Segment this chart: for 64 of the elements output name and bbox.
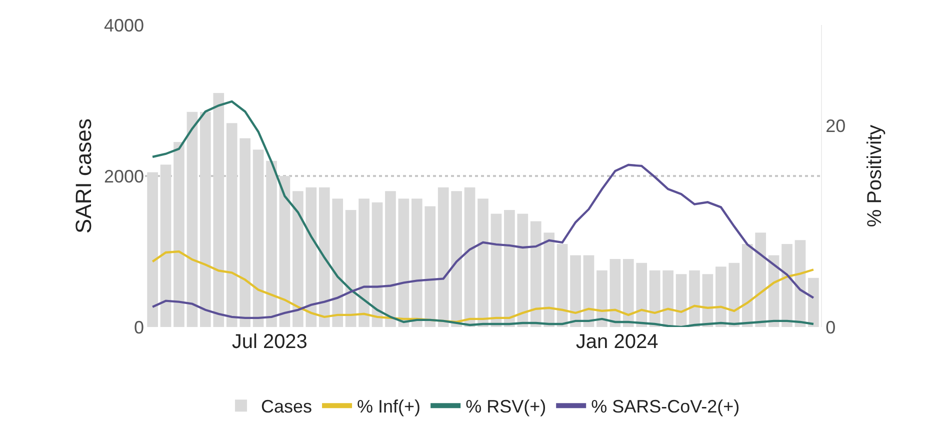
line-series	[151, 250, 815, 324]
bar	[728, 262, 740, 327]
legend-label: % RSV(+)	[466, 396, 546, 417]
bar	[676, 274, 687, 327]
bar	[504, 210, 515, 327]
bar	[372, 202, 383, 327]
bar	[213, 92, 224, 327]
bar	[570, 255, 581, 327]
bar	[318, 187, 330, 327]
bar	[556, 244, 568, 327]
y2-tick-label: 0	[826, 317, 836, 338]
bar	[808, 278, 819, 327]
bar	[610, 259, 621, 327]
bar	[464, 187, 476, 327]
line-series	[151, 164, 815, 320]
x-tick-label: Jan 2024	[576, 331, 658, 353]
bar	[160, 164, 172, 327]
bar	[200, 112, 211, 327]
bar	[186, 112, 198, 327]
bar	[755, 232, 766, 327]
bar	[252, 150, 264, 327]
bar	[622, 259, 634, 327]
bar	[689, 270, 700, 327]
bar	[240, 138, 250, 327]
y-tick-label: 4000	[104, 15, 144, 36]
bar	[292, 191, 304, 327]
line-series	[151, 100, 815, 327]
legend-label: % Inf(+)	[357, 396, 421, 417]
y2-tick-label: 20	[826, 116, 846, 136]
bar	[649, 270, 660, 327]
bar	[530, 221, 542, 327]
bar	[490, 214, 502, 327]
bar	[266, 160, 277, 327]
x-tick-label: Jul 2023	[232, 331, 308, 353]
bar	[424, 206, 436, 327]
bar	[742, 244, 753, 327]
bar	[147, 172, 158, 327]
bar	[662, 270, 674, 327]
bar	[438, 187, 449, 327]
bar	[517, 214, 528, 327]
bar	[358, 198, 370, 327]
legend-label: Cases	[261, 396, 312, 417]
bar	[174, 142, 184, 327]
bar	[385, 191, 396, 327]
bar	[398, 198, 410, 327]
bar	[583, 255, 594, 327]
bar	[716, 266, 726, 327]
bar	[332, 198, 344, 327]
y-axis-title: SARI cases	[71, 118, 96, 234]
y-tick-label: 2000	[104, 166, 144, 186]
bar	[226, 123, 238, 327]
bar	[411, 198, 422, 327]
bar	[451, 191, 462, 327]
bar	[544, 232, 555, 327]
bar	[345, 210, 356, 327]
y-tick-label: 0	[134, 317, 144, 338]
legend-label: % SARS-CoV-2(+)	[591, 396, 740, 417]
bar	[782, 244, 792, 327]
bar	[306, 187, 317, 327]
bar	[596, 270, 608, 327]
bar	[478, 198, 488, 327]
y2-axis-title: % Positivity	[864, 124, 886, 228]
bar	[636, 262, 648, 327]
bar	[279, 176, 290, 327]
